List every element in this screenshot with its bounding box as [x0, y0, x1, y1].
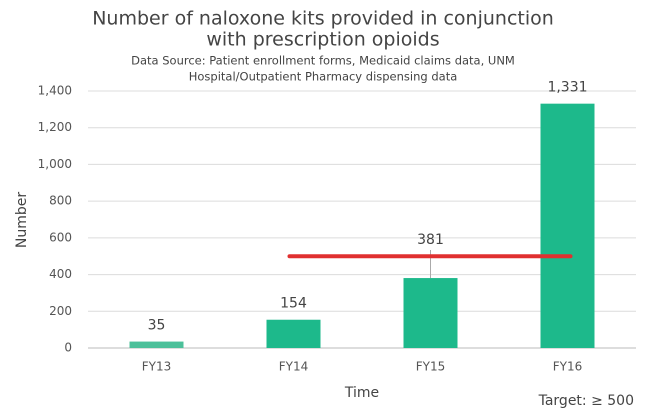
value-label: 1,331: [547, 80, 587, 96]
y-axis-label: Number: [14, 192, 30, 248]
value-label: 381: [417, 232, 444, 248]
value-label: 154: [280, 296, 307, 312]
y-tick-label: 1,200: [38, 120, 72, 134]
y-tick-label: 1,400: [38, 84, 72, 98]
bar: [129, 341, 184, 348]
y-tick-label: 0: [64, 341, 72, 355]
y-tick-label: 600: [49, 230, 72, 244]
target-label: Target: ≥ 500: [538, 393, 634, 409]
bar: [266, 319, 321, 348]
y-tick-label: 800: [49, 194, 72, 208]
bar: [403, 278, 458, 348]
value-label: 35: [148, 318, 166, 334]
chart-title: Number of naloxone kits provided in conj…: [92, 8, 554, 30]
chart-subtitle: Data Source: Patient enrollment forms, M…: [131, 54, 515, 68]
x-tick-label: FY16: [553, 360, 583, 374]
x-tick-label: FY14: [279, 360, 309, 374]
bar: [540, 103, 595, 348]
x-tick-label: FY13: [142, 360, 172, 374]
x-tick-label: FY15: [416, 360, 446, 374]
y-tick-label: 200: [49, 304, 72, 318]
y-tick-label: 1,000: [38, 157, 72, 171]
chart-title: with prescription opioids: [206, 29, 439, 51]
y-tick-label: 400: [49, 267, 72, 281]
x-axis-label: Time: [344, 385, 379, 401]
chart-subtitle: Hospital/Outpatient Pharmacy dispensing …: [189, 70, 458, 84]
